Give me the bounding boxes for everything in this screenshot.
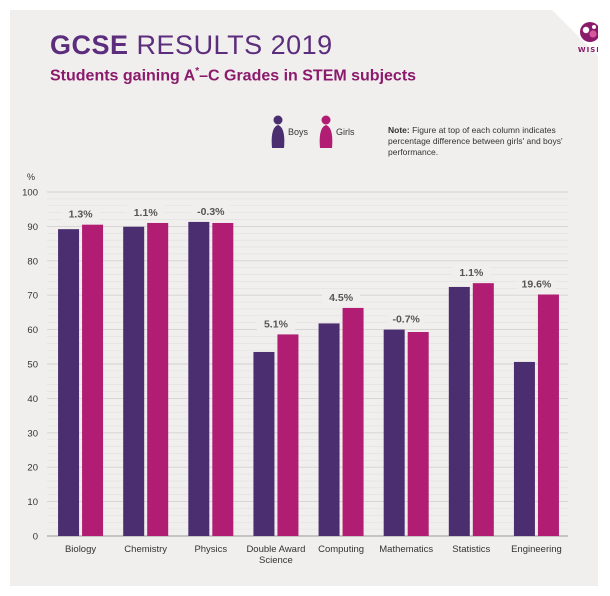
data-label: 1.1% [134,207,159,219]
bar-boys [448,286,470,536]
data-label-bg [452,265,491,280]
x-tick-label: Statistics [452,544,490,555]
data-label: 1.3% [69,209,94,221]
chart-note: Note: Figure at top of each column indic… [388,125,578,158]
bar-girls [472,283,494,536]
bar-boys [188,221,210,537]
x-tick-label: Engineering [511,544,562,555]
y-tick-label: 80 [27,256,38,267]
bar-boys [123,226,145,536]
data-label-bg [517,276,556,291]
x-tick-label: Biology [65,544,96,555]
x-tick-label: Computing [318,544,364,555]
title-rest: RESULTS 2019 [136,30,333,60]
bar-boys [318,323,340,536]
bar-boys [383,329,405,536]
data-label: -0.7% [392,314,420,326]
logo-text: WISE [577,46,598,54]
person-icon [319,115,333,148]
y-tick-label: 60 [27,325,38,336]
y-tick-label: 100 [22,188,38,199]
page-title: GCSE RESULTS 2019 [50,30,333,61]
title-bold: GCSE [50,30,129,60]
person-icon [271,115,285,148]
wise-logo-icon: WISE [573,20,598,60]
note-label: Note: [388,125,410,135]
data-label-bg [61,206,100,221]
y-tick-label: 0 [33,532,38,543]
subtitle-pre: Students gaining A [50,67,196,85]
y-tick-label: 10 [27,497,38,508]
data-label-bg [322,289,361,304]
x-tick-label: Chemistry [124,544,167,555]
infographic-card: WISE [10,10,598,586]
x-tick-label: Double Award [246,544,305,555]
y-axis-label: % [27,172,35,182]
y-tick-label: 40 [27,394,38,405]
bar-boys [513,361,535,536]
y-tick-label: 50 [27,360,38,371]
data-label-bg [387,311,426,326]
bar-girls [537,294,559,536]
x-tick-label: Science [259,555,293,566]
bar-boys [253,351,275,536]
data-label: -0.3% [197,206,225,218]
bar-girls [407,332,429,536]
bar-girls [277,334,299,536]
bar-girls [82,224,104,536]
data-label-bg [256,316,295,331]
bar-girls [212,222,234,536]
x-tick-label: Mathematics [379,544,433,555]
data-label-bg [126,204,165,219]
note-text: Figure at top of each column indicates p… [388,125,563,157]
data-label: 5.1% [264,318,289,330]
bar-girls [342,307,364,536]
data-label: 1.1% [459,267,484,279]
x-tick-label: Physics [194,544,227,555]
data-label: 19.6% [522,279,552,291]
data-label-bg [191,203,230,218]
y-tick-label: 20 [27,463,38,474]
data-label: 4.5% [329,292,354,304]
y-tick-label: 70 [27,291,38,302]
legend-boys-label: Boys [288,127,309,137]
bar-boys [58,229,80,537]
subtitle-post: –C Grades in STEM subjects [199,67,417,85]
subtitle-sup: * [195,66,200,77]
y-tick-label: 90 [27,222,38,233]
page-subtitle: Students gaining A*–C Grades in STEM sub… [50,66,416,85]
y-tick-label: 30 [27,428,38,439]
legend-girls-label: Girls [336,127,355,137]
bar-girls [147,222,169,536]
